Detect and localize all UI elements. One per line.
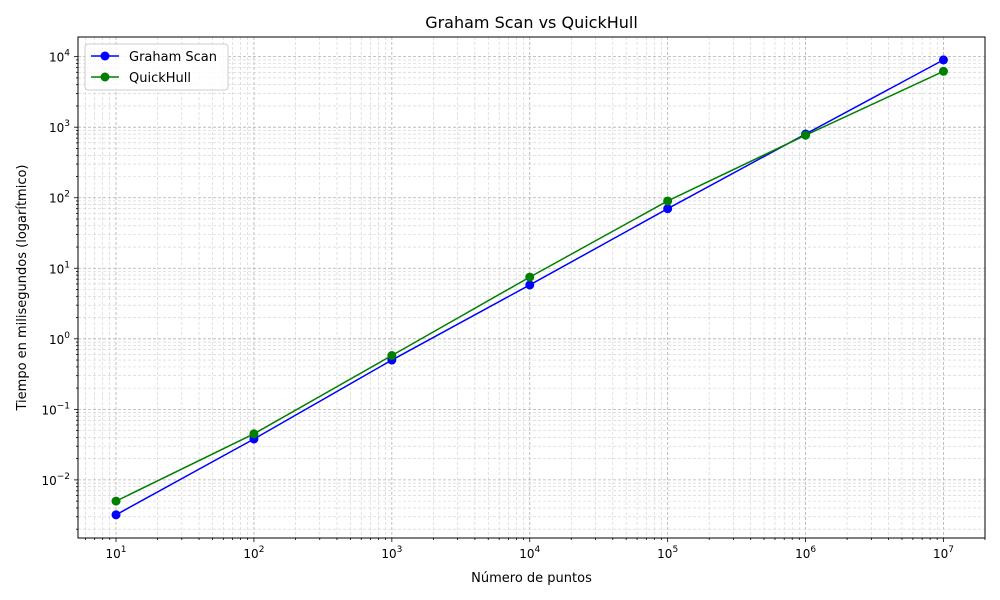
data-point-quickhull bbox=[111, 496, 121, 506]
x-tick-label: 106 bbox=[795, 545, 816, 561]
data-point-quickhull bbox=[249, 429, 259, 439]
y-tick-label: 10−2 bbox=[41, 472, 70, 488]
data-point-graham-scan bbox=[111, 510, 121, 520]
data-point-graham-scan bbox=[938, 55, 948, 65]
y-axis-label: Tiempo en milisegundos (logarítmico) bbox=[15, 165, 30, 412]
y-tick-label: 10−1 bbox=[41, 401, 70, 417]
x-tick-label: 103 bbox=[381, 545, 402, 561]
y-tick-label: 104 bbox=[49, 49, 70, 65]
series-layer bbox=[111, 55, 948, 520]
data-point-quickhull bbox=[938, 66, 948, 76]
y-tick-label: 101 bbox=[49, 260, 70, 276]
x-tick-label: 107 bbox=[933, 545, 954, 561]
data-point-graham-scan bbox=[525, 280, 535, 290]
legend: Graham Scan QuickHull bbox=[84, 43, 229, 91]
chart-title: Graham Scan vs QuickHull bbox=[425, 13, 638, 32]
data-point-quickhull bbox=[387, 350, 397, 360]
x-tick-label: 102 bbox=[243, 545, 264, 561]
ticks: 101 102 103 104 105 106 107 10−2 10−1 100 101 102 10… bbox=[41, 49, 986, 561]
legend-box bbox=[84, 43, 229, 91]
grid bbox=[78, 37, 986, 538]
y-tick-label: 100 bbox=[49, 331, 70, 347]
plot-frame bbox=[77, 36, 986, 539]
x-tick-label: 104 bbox=[519, 545, 540, 561]
y-tick-label: 102 bbox=[49, 190, 70, 206]
legend-marker-graham-scan bbox=[100, 51, 110, 61]
y-tick-label: 103 bbox=[49, 119, 70, 135]
legend-label-graham-scan: Graham Scan bbox=[129, 50, 217, 65]
data-point-graham-scan bbox=[663, 204, 673, 214]
x-axis-label: Número de puntos bbox=[471, 571, 592, 586]
x-tick-label: 105 bbox=[657, 545, 678, 561]
data-point-quickhull bbox=[525, 272, 535, 282]
legend-marker-quickhull bbox=[100, 72, 110, 82]
data-point-quickhull bbox=[663, 196, 673, 206]
x-tick-label: 101 bbox=[106, 545, 127, 561]
legend-label-quickhull: QuickHull bbox=[129, 71, 191, 86]
data-point-quickhull bbox=[801, 130, 811, 140]
